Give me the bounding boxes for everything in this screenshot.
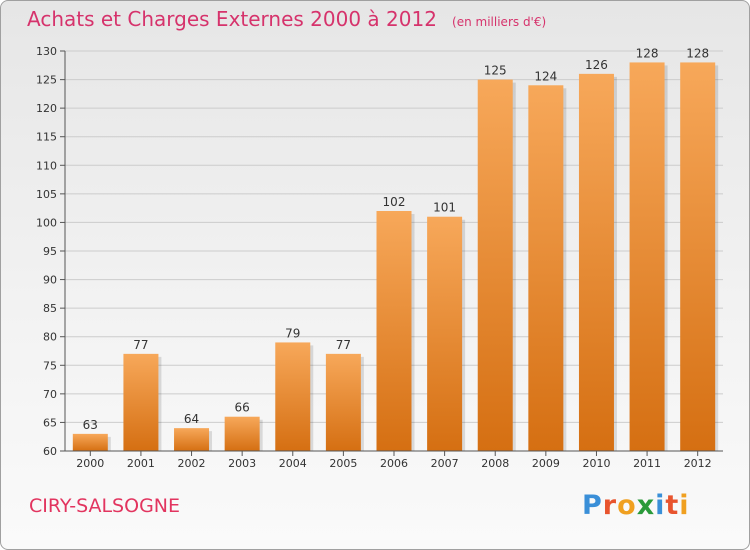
data-label: 77: [133, 338, 148, 352]
logo-letter: x: [636, 490, 656, 521]
logo-letter: r: [602, 490, 618, 521]
data-label: 66: [235, 401, 250, 415]
y-tick-label: 95: [43, 245, 57, 258]
bar: [477, 79, 513, 452]
y-tick-label: 110: [36, 159, 57, 172]
title-main: Achats et Charges Externes 2000 à 2012: [27, 7, 437, 31]
data-label: 64: [184, 412, 199, 426]
data-label: 124: [534, 69, 557, 83]
y-tick-label: 60: [43, 445, 57, 458]
y-tick-label: 80: [43, 331, 57, 344]
chart-title: Achats et Charges Externes 2000 à 2012 (…: [27, 7, 546, 31]
data-label: 102: [383, 195, 406, 209]
data-label: 125: [484, 64, 507, 78]
y-tick-label: 120: [36, 102, 57, 115]
y-tick-label: 100: [36, 216, 57, 229]
y-tick-label: 115: [36, 131, 57, 144]
data-label: 77: [336, 338, 351, 352]
x-tick-label: 2006: [380, 457, 408, 470]
x-tick-label: 2003: [228, 457, 256, 470]
logo-letter: t: [665, 490, 680, 521]
proxiti-logo: Proxiti: [582, 490, 690, 521]
x-tick-label: 2011: [633, 457, 661, 470]
data-label: 63: [83, 418, 98, 432]
data-label: 128: [686, 46, 709, 60]
data-label: 101: [433, 201, 456, 215]
title-unit-note: (en milliers d'€): [452, 15, 547, 29]
x-tick-label: 2008: [481, 457, 509, 470]
bar-layer: 63 77 64 66 79 77 102 101 125 124 126 128 128: [72, 46, 719, 452]
bar: [224, 416, 260, 451]
x-tick-label: 2000: [76, 457, 104, 470]
data-label: 128: [636, 46, 659, 60]
commune-name: CIRY-SALSOGNE: [29, 495, 181, 517]
x-tick-label: 2001: [127, 457, 155, 470]
y-tick-label: 65: [43, 416, 57, 429]
x-tick-label: 2002: [178, 457, 206, 470]
bar: [427, 216, 463, 451]
data-label: 79: [285, 326, 300, 340]
bar: [275, 342, 311, 451]
bar: [680, 62, 716, 452]
logo-letter: o: [617, 490, 637, 521]
x-tick-label: 2009: [532, 457, 560, 470]
y-tick-label: 90: [43, 274, 57, 287]
bar: [123, 353, 159, 451]
logo-letter: i: [655, 490, 666, 521]
x-tick-label: 2004: [279, 457, 307, 470]
y-tick-label: 70: [43, 388, 57, 401]
logo-letter: i: [679, 490, 690, 521]
x-tick-label: 2007: [431, 457, 459, 470]
axis-layer: 60 65 70 75 80 85 90 95 100 105 110 115 120 125 130 200…: [36, 45, 723, 470]
bar: [325, 353, 361, 451]
data-label: 126: [585, 58, 608, 72]
y-tick-label: 85: [43, 302, 57, 315]
y-tick-label: 130: [36, 45, 57, 58]
y-tick-label: 105: [36, 188, 57, 201]
x-tick-label: 2010: [582, 457, 610, 470]
bar: [578, 73, 614, 451]
y-tick-label: 75: [43, 359, 57, 372]
x-tick-label: 2005: [329, 457, 357, 470]
y-tick-label: 125: [36, 74, 57, 87]
bar: [174, 428, 210, 451]
logo-letter: P: [582, 490, 603, 521]
bar: [72, 433, 108, 451]
x-tick-label: 2012: [684, 457, 712, 470]
bar: [629, 62, 665, 452]
bar: [528, 85, 564, 452]
bar: [376, 211, 412, 451]
